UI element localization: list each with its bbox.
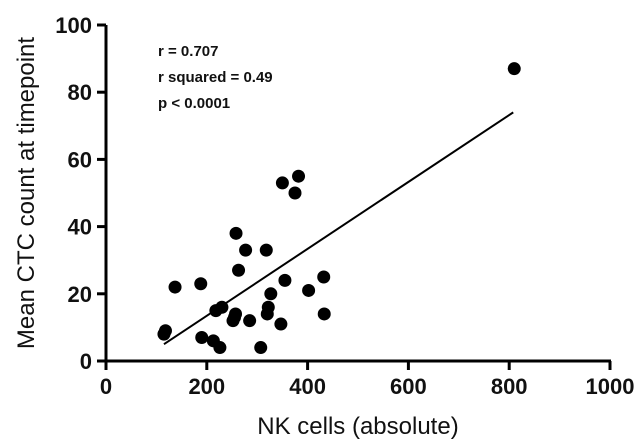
annotation-r: r = 0.707 [158,43,218,60]
annotation-r-squared: r squared = 0.49 [158,69,273,86]
y-tick-label: 80 [68,80,92,105]
data-point [215,300,229,314]
data-point [275,176,289,190]
axes: 0 200 400 600 800 1000 0 20 40 60 80 100 [55,13,634,399]
data-point [507,62,521,76]
x-tick-label: 400 [289,374,326,399]
x-tick-label: 800 [491,374,528,399]
data-point [288,186,302,200]
data-point [229,307,243,321]
data-point [168,280,182,294]
data-point [261,300,275,314]
data-point [274,317,288,331]
data-point [302,283,316,297]
data-point [278,273,292,287]
data-point [194,277,208,291]
data-point [158,324,172,338]
data-point [232,263,246,277]
data-point [239,243,253,257]
y-tick-label: 60 [68,147,92,172]
data-point [292,169,306,183]
data-point [259,243,273,257]
data-point [264,287,278,301]
x-tick-label: 0 [100,374,112,399]
data-point [317,307,331,321]
x-tick-label: 600 [390,374,427,399]
data-points [157,62,521,355]
data-point [213,341,227,355]
annotation-block: r = 0.707 r squared = 0.49 p < 0.0001 [158,43,273,112]
data-point [229,226,243,240]
data-point [195,330,209,344]
data-point [243,314,257,328]
data-point [254,341,268,355]
y-tick-label: 0 [80,349,92,374]
x-tick-label: 1000 [586,374,635,399]
x-tick-label: 200 [188,374,225,399]
x-axis-title: NK cells (absolute) [257,413,458,439]
y-tick-label: 20 [68,282,92,307]
y-tick-label: 40 [68,215,92,240]
y-axis-title: Mean CTC count at timepoint [13,37,40,349]
annotation-p-value: p < 0.0001 [158,95,230,112]
y-tick-label: 100 [55,13,92,38]
data-point [317,270,331,284]
